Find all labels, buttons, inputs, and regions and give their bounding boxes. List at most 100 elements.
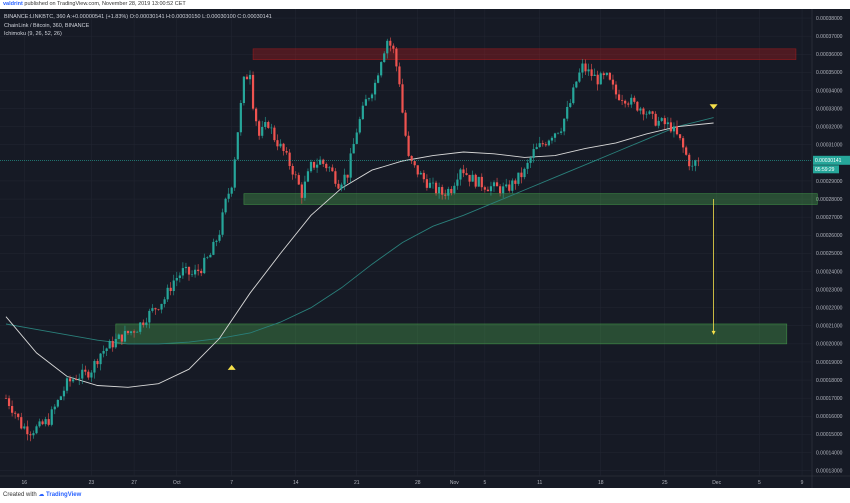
candle-body[interactable] [666, 122, 669, 125]
candle-body[interactable] [319, 159, 322, 165]
candle-body[interactable] [32, 433, 35, 436]
candle-body[interactable] [251, 74, 255, 109]
candle-body[interactable] [273, 127, 276, 141]
candle-body[interactable] [389, 40, 392, 46]
candle-body[interactable] [614, 84, 618, 95]
candle-body[interactable] [419, 172, 422, 175]
candle-body[interactable] [672, 126, 676, 132]
candle-body[interactable] [84, 369, 87, 372]
candle-body[interactable] [413, 161, 416, 166]
candle-body[interactable] [468, 174, 471, 182]
candle-body[interactable] [605, 72, 608, 76]
candle-body[interactable] [129, 331, 133, 334]
candle-body[interactable] [59, 396, 62, 400]
candle-body[interactable] [407, 135, 410, 156]
candle-body[interactable] [245, 76, 249, 80]
candle-body[interactable] [514, 180, 517, 184]
support-zone[interactable] [243, 193, 818, 205]
candle-body[interactable] [20, 417, 23, 429]
candle-body[interactable] [312, 161, 316, 168]
candle-body[interactable] [148, 310, 151, 323]
candle-body[interactable] [657, 120, 660, 126]
candle-body[interactable] [215, 240, 218, 242]
candle-body[interactable] [328, 167, 331, 169]
candle-body[interactable] [102, 351, 105, 354]
candle-body[interactable] [370, 94, 374, 99]
candle-body[interactable] [44, 419, 47, 425]
candle-body[interactable] [75, 379, 78, 381]
candle-body[interactable] [453, 185, 456, 194]
candle-body[interactable] [17, 413, 20, 418]
candle-body[interactable] [303, 181, 306, 198]
candle-body[interactable] [35, 426, 38, 434]
candle-body[interactable] [190, 274, 194, 276]
candle-body[interactable] [477, 176, 480, 187]
candle-body[interactable] [486, 189, 489, 192]
candle-body[interactable] [474, 174, 477, 187]
candle-body[interactable] [65, 378, 69, 391]
candle-body[interactable] [78, 378, 81, 380]
candle-body[interactable] [200, 270, 203, 274]
candle-body[interactable] [654, 113, 657, 126]
candle-body[interactable] [425, 179, 428, 188]
candle-body[interactable] [450, 188, 453, 194]
candle-body[interactable] [599, 73, 602, 85]
candle-body[interactable] [532, 149, 535, 158]
candle-body[interactable] [593, 74, 596, 76]
resistance-zone[interactable] [252, 48, 797, 60]
candle-body[interactable] [651, 111, 654, 114]
candle-body[interactable] [492, 182, 496, 187]
candle-body[interactable] [154, 308, 157, 310]
chart-area[interactable]: 0.00013000 0.00014000 0.00015000 0.00016000… [0, 9, 850, 488]
candle-body[interactable] [242, 76, 245, 103]
candle-body[interactable] [41, 421, 44, 425]
candle-body[interactable] [663, 118, 666, 125]
candle-body[interactable] [697, 160, 700, 162]
candle-body[interactable] [337, 183, 340, 189]
candle-body[interactable] [14, 412, 17, 414]
candle-body[interactable] [181, 268, 184, 276]
candle-body[interactable] [581, 63, 584, 73]
candle-body[interactable] [398, 66, 401, 85]
candle-body[interactable] [526, 162, 529, 169]
candle-body[interactable] [584, 63, 587, 72]
candle-body[interactable] [495, 182, 499, 187]
candle-body[interactable] [160, 303, 163, 310]
candle-body[interactable] [386, 40, 389, 54]
candle-body[interactable] [227, 193, 230, 199]
candle-body[interactable] [410, 155, 413, 162]
candle-body[interactable] [401, 84, 404, 113]
candle-body[interactable] [544, 144, 547, 146]
candle-body[interactable] [377, 75, 380, 83]
candle-body[interactable] [258, 121, 261, 136]
candle-body[interactable] [352, 143, 355, 154]
candle-body[interactable] [639, 108, 642, 111]
candle-body[interactable] [236, 132, 239, 160]
candle-body[interactable] [203, 257, 206, 274]
candle-body[interactable] [7, 398, 11, 407]
candle-body[interactable] [373, 82, 377, 95]
candle-body[interactable] [117, 334, 120, 339]
candle-body[interactable] [294, 174, 297, 176]
indicator-label[interactable]: Ichimoku (9, 26, 52, 26) [4, 31, 62, 38]
candle-body[interactable] [660, 118, 663, 121]
candle-body[interactable] [96, 360, 99, 365]
candle-body[interactable] [209, 254, 212, 258]
candle-body[interactable] [175, 277, 178, 281]
candle-body[interactable] [456, 179, 459, 186]
candle-body[interactable] [300, 184, 303, 198]
candle-body[interactable] [480, 176, 483, 188]
candle-body[interactable] [566, 106, 569, 119]
candle-body[interactable] [636, 101, 639, 111]
candle-body[interactable] [572, 87, 575, 104]
candle-body[interactable] [169, 287, 172, 292]
candle-body[interactable] [142, 322, 145, 325]
candle-body[interactable] [505, 184, 508, 187]
candle-body[interactable] [688, 154, 691, 167]
candle-body[interactable] [483, 187, 486, 190]
price-chart[interactable]: 0.00013000 0.00014000 0.00015000 0.00016000… [0, 9, 850, 488]
candle-body[interactable] [364, 99, 367, 106]
candle-body[interactable] [136, 331, 139, 333]
candle-body[interactable] [11, 406, 14, 413]
candle-body[interactable] [166, 287, 169, 300]
